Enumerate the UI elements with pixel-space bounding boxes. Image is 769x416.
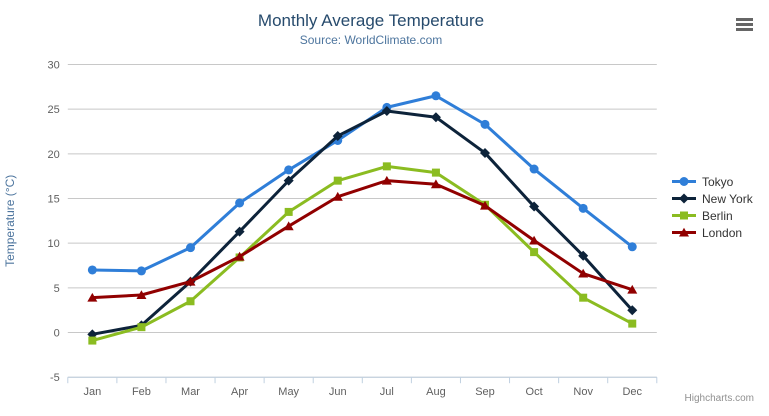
circle-marker[interactable] [284,165,294,175]
series-line [90,164,634,343]
legend-label: London [702,225,743,240]
circle-marker [679,177,689,186]
diamond-marker [679,193,689,204]
y-axis-label: 20 [48,149,60,161]
triangle-marker[interactable] [136,290,147,300]
triangle-marker[interactable] [234,251,245,261]
legend-item-london[interactable]: London [671,224,753,241]
diamond-marker[interactable] [627,305,638,316]
y-axis-label: -5 [50,372,60,384]
y-axis-label: 25 [48,104,60,116]
x-axis-label: Oct [526,386,543,398]
x-axis-label: Jun [329,386,347,398]
legend-label: Berlin [702,208,733,223]
diamond-marker[interactable] [480,147,491,158]
square-marker[interactable] [579,293,588,302]
circle-marker[interactable] [235,198,245,208]
y-axis-title: Temperature (°C) [3,175,17,267]
series-new-york [87,105,638,340]
triangle-marker[interactable] [430,179,441,189]
x-axis-label: Dec [622,386,642,398]
triangle-marker[interactable] [87,292,98,302]
export-menu-button[interactable] [733,13,756,36]
legend-item-new-york[interactable]: New York [671,190,753,207]
legend-square-icon [672,211,696,220]
triangle-marker[interactable] [283,221,294,231]
y-axis-label: 15 [48,194,60,206]
diamond-marker[interactable] [381,105,392,116]
circle-marker[interactable] [578,203,588,213]
triangle-marker[interactable] [185,276,196,286]
square-marker[interactable] [88,336,97,345]
x-axis-label: Aug [426,386,446,398]
legend-item-tokyo[interactable]: Tokyo [671,173,753,190]
diamond-marker[interactable] [578,250,589,261]
legend-triangle-icon [672,227,696,237]
triangle-marker[interactable] [578,268,589,278]
hamburger-icon [736,18,753,31]
triangle-marker[interactable] [627,284,638,294]
square-marker[interactable] [382,162,391,171]
series-line [90,179,634,300]
square-marker[interactable] [284,207,293,216]
x-axis-label: May [278,386,299,398]
square-marker[interactable] [333,176,342,185]
x-axis-label: Jan [83,386,101,398]
circle-marker[interactable] [480,119,490,129]
x-axis-label: Jul [380,386,394,398]
circle-marker[interactable] [627,242,637,252]
series-london [87,175,638,302]
triangle-marker[interactable] [332,191,343,201]
square-marker [680,211,688,220]
diamond-marker[interactable] [529,201,540,212]
square-marker[interactable] [628,319,637,328]
square-marker[interactable] [186,297,195,306]
legend-diamond-icon [672,193,696,204]
square-marker[interactable] [137,323,146,332]
legend-label: New York [702,191,753,206]
circle-marker[interactable] [136,266,146,276]
legend-item-berlin[interactable]: Berlin [671,207,753,224]
chart-subtitle: Source: WorldClimate.com [299,33,443,47]
x-axis-label: Mar [181,386,200,398]
legend: Tokyo New York Berlin London [671,173,753,241]
circle-marker[interactable] [87,265,97,275]
x-axis-label: Apr [231,386,248,398]
square-marker[interactable] [530,248,539,257]
x-axis-label: Nov [573,386,593,398]
triangle-marker[interactable] [381,175,392,185]
series-tokyo [87,91,637,276]
triangle-marker[interactable] [480,200,491,210]
diamond-marker[interactable] [332,130,343,141]
triangle-marker[interactable] [529,235,540,245]
diamond-marker[interactable] [430,112,441,123]
x-axis-label: Sep [475,386,495,398]
y-axis-label: 5 [54,283,60,295]
circle-marker[interactable] [431,91,441,101]
circle-marker[interactable] [186,243,196,253]
diamond-marker[interactable] [283,175,294,186]
x-axis-label: Feb [132,386,151,398]
chart-title: Monthly Average Temperature [257,11,485,30]
series-berlin [88,162,637,345]
legend-label: Tokyo [702,174,734,189]
series-line [90,109,634,336]
diamond-marker[interactable] [234,226,245,237]
highcharts-credit[interactable]: Highcharts.com [684,393,754,404]
triangle-marker [679,227,689,237]
y-axis-label: 0 [54,328,60,340]
legend-circle-icon [672,177,696,186]
circle-marker[interactable] [529,164,539,174]
y-axis-label: 30 [48,60,60,72]
y-axis-label: 10 [48,238,60,250]
square-marker[interactable] [431,168,440,177]
